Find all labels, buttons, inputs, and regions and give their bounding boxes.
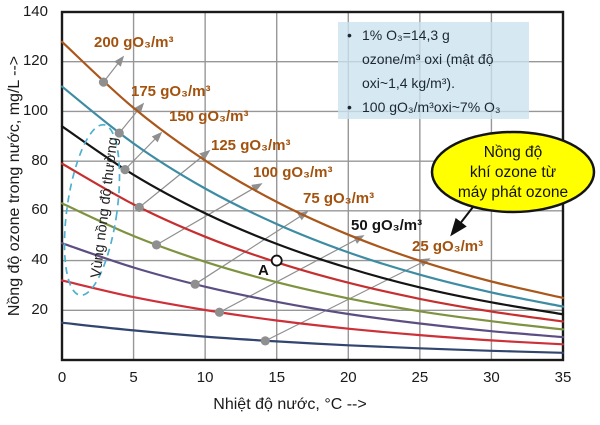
callout-arrow	[450, 206, 474, 237]
curve-25	[60, 321, 565, 354]
curve-50	[60, 279, 565, 346]
curve-label-50: 50 gO₃/m³	[351, 217, 423, 234]
curve-label-175: 175 gO₃/m³	[131, 83, 211, 100]
curve-marker-125	[134, 202, 144, 212]
info-item-2: • 100 gO₃/m³oxi~7% O₃	[347, 95, 529, 119]
curve-label-25: 25 gO₃/m³	[412, 238, 484, 255]
x-tick-label: 15	[268, 369, 286, 386]
x-tick-label: 5	[129, 369, 138, 386]
curve-label-200: 200 gO₃/m³	[94, 34, 174, 51]
curve-marker-200	[98, 77, 109, 87]
info-box: • 1% O₃=14,3 g ozone/m³ oxi (mật độ oxi~1…	[338, 22, 529, 119]
point-a-marker	[270, 254, 283, 267]
info-box-items: • 1% O₃=14,3 g ozone/m³ oxi (mật độ oxi~1…	[347, 23, 529, 119]
y-tick-label: 40	[31, 251, 48, 269]
curve-75	[60, 242, 565, 339]
leader-arrow-200	[103, 55, 125, 83]
y-tick-label: 80	[31, 151, 48, 169]
leader-arrow-50	[219, 235, 365, 313]
y-tick-label: 140	[22, 2, 48, 20]
callout-ellipse	[430, 130, 596, 214]
curve-150	[60, 125, 565, 316]
curve-label-100: 100 gO₃/m³	[253, 164, 333, 181]
curve-marker-50	[214, 307, 225, 317]
point-a-label: A	[258, 262, 269, 279]
info-text: 100 gO₃/m³oxi~7% O₃	[362, 99, 501, 115]
curve-label-125: 125 gO₃/m³	[211, 137, 291, 154]
curve-marker-25	[260, 336, 270, 346]
x-axis-title: Nhiệt độ nước, °C -->	[213, 396, 367, 413]
y-tick-label: 100	[22, 101, 48, 119]
y-tick-label: 20	[31, 300, 48, 318]
info-bullet: •	[347, 27, 352, 43]
leader-arrow-125	[138, 149, 211, 208]
leader-arrow-25	[264, 258, 431, 342]
x-tick-label: 30	[483, 369, 500, 386]
info-item-1: • 1% O₃=14,3 g ozone/m³ oxi (mật độ oxi~1…	[347, 23, 529, 95]
y-tick-label: 60	[31, 201, 48, 219]
curve-marker-150	[120, 164, 130, 175]
x-tick-label: 20	[339, 369, 357, 386]
curve-label-75: 75 gO₃/m³	[303, 190, 375, 207]
curve-100	[60, 202, 565, 331]
curve-label-150: 150 gO₃/m³	[169, 108, 249, 125]
curve-125	[60, 162, 565, 323]
callout-text: Nồng độ khí ozone từ máy phát ozone	[457, 144, 569, 201]
x-tick-label: 35	[554, 369, 572, 386]
curve-marker-100	[151, 240, 162, 250]
curve-175	[60, 85, 565, 308]
curve-marker-175	[114, 128, 124, 138]
x-tick-label: 10	[196, 369, 214, 386]
usual-range-ellipse	[63, 123, 121, 297]
leader-arrow-175	[118, 102, 145, 134]
curve-marker-75	[190, 279, 200, 289]
info-bullet: •	[347, 99, 352, 115]
x-tick-label: 0	[57, 369, 67, 386]
leader-arrow-75	[194, 211, 309, 285]
x-tick-label: 25	[411, 369, 429, 386]
curve-200	[60, 40, 565, 299]
y-tick-label: 120	[22, 52, 48, 70]
info-text: 1% O₃=14,3 g ozone/m³ oxi (mật độ oxi~1,…	[362, 27, 494, 91]
